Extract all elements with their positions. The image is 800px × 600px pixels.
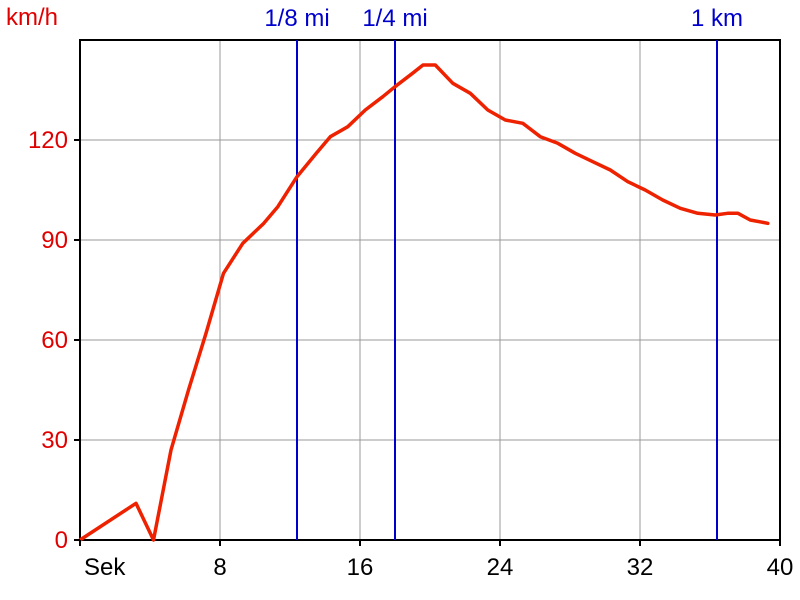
x-tick-label: 16 [347, 554, 374, 581]
x-tick-label: 24 [487, 554, 514, 581]
distance-marker-label: 1 km [691, 5, 743, 32]
x-tick-label: 32 [627, 554, 654, 581]
y-tick-labels: 0 30 60 90 120 [28, 127, 80, 554]
distance-marker-label: 1/4 mi [362, 5, 427, 32]
y-axis-unit-label: km/h [6, 4, 58, 31]
x-tick-label: 8 [213, 554, 226, 581]
y-tick-label: 120 [28, 127, 68, 154]
x-tick-label: 40 [767, 554, 794, 581]
x-tick-label: Sek [84, 554, 126, 581]
y-tick-label: 30 [41, 427, 68, 454]
grid [80, 40, 780, 540]
speed-series-line [78, 63, 770, 542]
distance-markers: 1/8 mi 1/4 mi 1 km [264, 5, 743, 540]
y-tick-label: 90 [41, 227, 68, 254]
distance-marker-label: 1/8 mi [264, 5, 329, 32]
y-tick-label: 0 [55, 527, 68, 554]
y-tick-label: 60 [41, 327, 68, 354]
x-tick-labels: Sek 8 16 24 32 40 [79, 540, 794, 581]
plot-frame [79, 39, 781, 541]
